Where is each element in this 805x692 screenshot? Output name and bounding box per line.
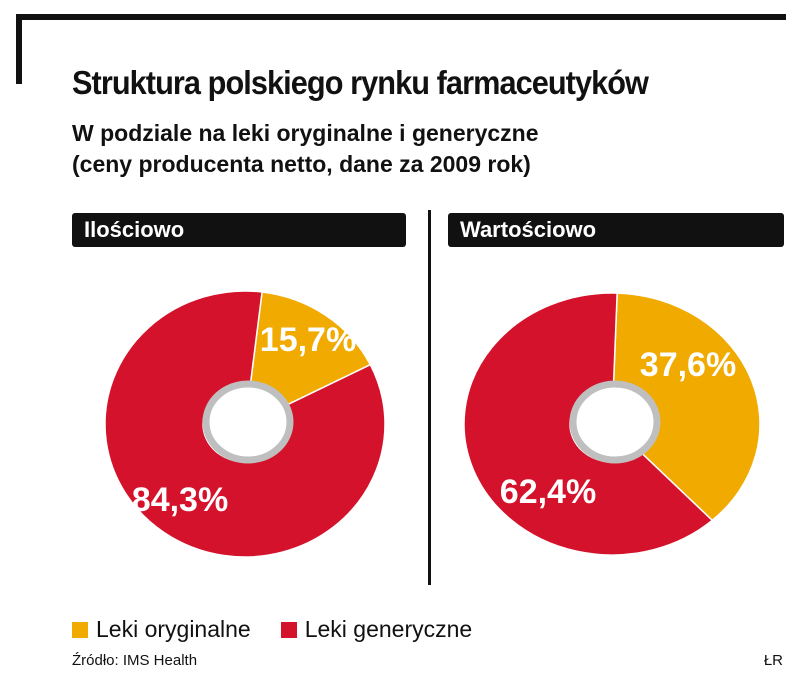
legend-item-original: Leki oryginalne <box>72 616 251 643</box>
value-label-original: 37,6% <box>640 346 736 384</box>
legend-swatch-generic <box>280 621 297 638</box>
donut-hole-shadow <box>569 380 661 464</box>
legend: Leki oryginalne Leki generyczne <box>72 616 502 643</box>
frame-left-rule <box>16 14 22 84</box>
slice-original <box>612 292 761 522</box>
chart-title: Struktura polskiego rynku farmaceutyków <box>72 64 649 101</box>
subtitle-line-2: (ceny producenta netto, dane za 2009 rok… <box>72 151 531 177</box>
chart-subtitle: W podziale na leki oryginalne i generycz… <box>72 118 539 180</box>
panel-label-quantity: Ilościowo <box>72 213 406 247</box>
panel-divider <box>428 210 431 585</box>
legend-label-generic: Leki generyczne <box>304 616 473 642</box>
source-note: Źródło: IMS Health <box>72 652 198 669</box>
value-label-generic: 62,4% <box>500 473 596 511</box>
donut-chart-quantity: 15,7% 84,3% <box>104 290 386 558</box>
legend-label-original: Leki oryginalne <box>96 616 251 642</box>
value-label-original: 15,7% <box>260 321 356 359</box>
legend-item-generic: Leki generyczne <box>280 616 473 643</box>
donut-chart-value: 37,6% 62,4% <box>463 292 761 556</box>
author-credit: ŁR <box>763 652 783 669</box>
subtitle-line-1: W podziale na leki oryginalne i generycz… <box>72 120 539 146</box>
legend-swatch-original <box>72 621 88 638</box>
donut-hole-shadow <box>202 380 294 464</box>
value-label-generic: 84,3% <box>132 481 228 519</box>
frame-top-rule <box>16 14 786 20</box>
panel-label-value: Wartościowo <box>448 213 784 247</box>
